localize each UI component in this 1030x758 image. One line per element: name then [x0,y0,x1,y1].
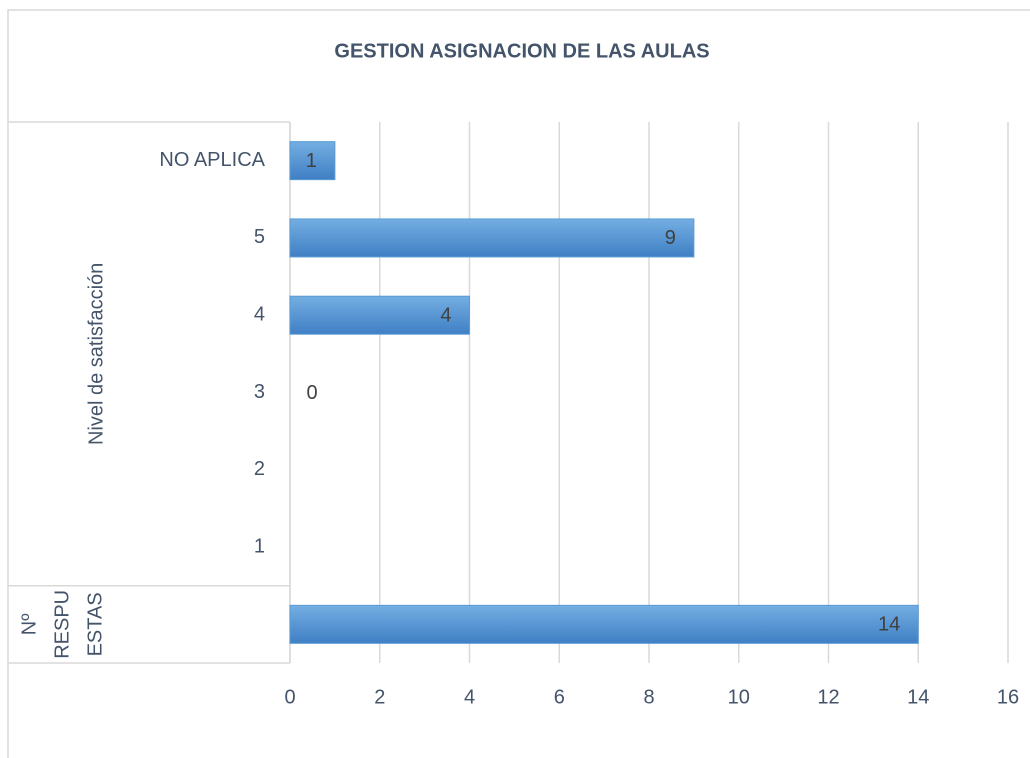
group-label: Nº [18,613,40,635]
x-tick-label: 8 [643,686,654,708]
x-tick-label: 6 [554,686,565,708]
group-label: ESTAS [84,592,106,656]
bar [289,295,470,335]
data-label: 14 [878,614,900,636]
x-tick-label: 0 [284,686,295,708]
x-tick-label: 10 [728,686,750,708]
y-tick-label: 1 [254,535,265,557]
y-tick-label: 5 [254,226,265,248]
group-label: RESPU [51,590,73,659]
bar [289,218,695,258]
data-label: 0 [306,382,317,404]
bar [289,604,919,644]
x-tick-label: 2 [374,686,385,708]
data-label: 4 [440,304,451,326]
data-label: 9 [665,227,676,249]
y-tick-label: 2 [254,458,265,480]
x-tick-label: 14 [907,686,929,708]
y-tick-label: 4 [254,303,265,325]
group-label: Nivel de satisfacción [85,263,107,445]
y-tick-label: NO APLICA [159,149,265,171]
x-tick-label: 4 [464,686,475,708]
x-tick-label: 16 [997,686,1019,708]
data-label: 1 [306,150,317,172]
y-tick-label: 3 [254,381,265,403]
x-tick-label: 12 [817,686,839,708]
chart-frame [7,9,1030,758]
bar [289,141,336,181]
chart-title: GESTION ASIGNACION DE LAS AULAS [334,40,709,62]
